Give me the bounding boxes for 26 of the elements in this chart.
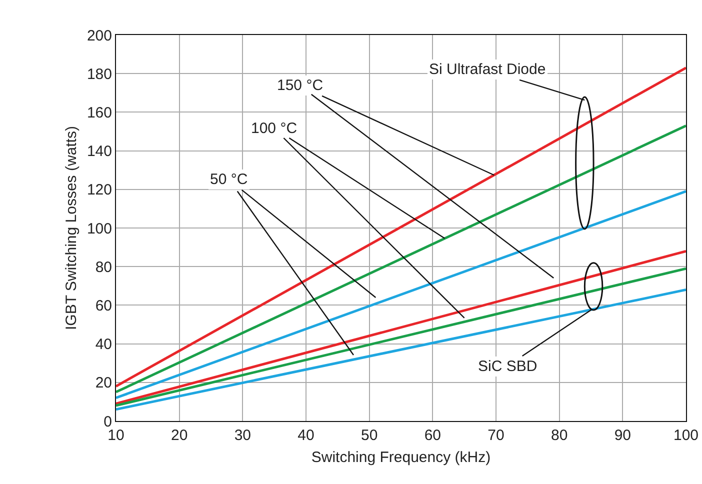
y-tick-label: 20 [95, 374, 112, 392]
annotation: 100 °C [251, 120, 298, 137]
y-tick-label: 140 [86, 143, 112, 160]
y-tick-label: 40 [95, 336, 112, 354]
x-tick-label: 70 [488, 427, 504, 444]
y-tick-label: 80 [95, 258, 112, 276]
annotation: SiC SBD [478, 358, 538, 375]
x-tick-label: 90 [614, 427, 632, 444]
x-tick-label: 30 [234, 427, 252, 444]
x-tick-label: 50 [360, 427, 378, 444]
annotation: Si Ultrafast Diode [429, 61, 546, 78]
annotation: 150 °C [277, 77, 324, 94]
x-axis-title: Switching Frequency (kHz) [311, 449, 491, 466]
y-tick-label: 160 [86, 104, 112, 122]
x-tick-label: 40 [298, 427, 314, 444]
y-tick-label: 60 [95, 297, 112, 314]
y-tick-label: 180 [86, 66, 112, 83]
x-tick-label: 80 [550, 427, 568, 444]
y-tick-label: 200 [86, 27, 112, 44]
y-tick-label: 100 [86, 220, 112, 238]
x-tick-label: 20 [170, 427, 188, 444]
x-tick-label: 60 [424, 427, 442, 444]
y-tick-label: 120 [86, 182, 112, 199]
x-tick-label: 100 [673, 427, 699, 444]
annotation: 50 °C [210, 171, 248, 188]
y-axis-title: IGBT Switching Losses (watts) [63, 126, 80, 330]
